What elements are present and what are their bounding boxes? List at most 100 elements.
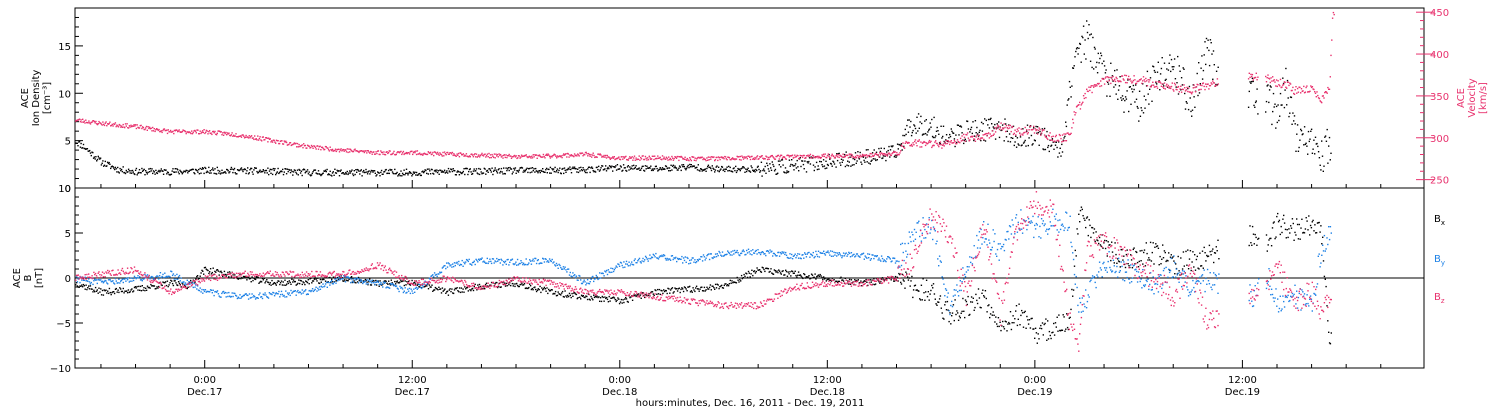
b-series-bx-point xyxy=(89,285,92,287)
velocity-series-point xyxy=(271,141,274,143)
b-series-bx-point xyxy=(875,278,878,280)
velocity-series-point xyxy=(82,118,84,120)
velocity-series-point xyxy=(819,156,821,159)
b-series-bx-point xyxy=(111,291,113,294)
density-series-point xyxy=(152,172,154,175)
velocity-series-point xyxy=(506,155,509,157)
density-series-point xyxy=(823,165,826,167)
density-series-point xyxy=(1033,139,1036,141)
velocity-series-point xyxy=(739,155,741,158)
b-series-bx-point xyxy=(554,293,556,295)
velocity-series-point xyxy=(320,149,322,151)
velocity-series-point xyxy=(907,141,910,144)
density-series-point xyxy=(261,170,263,173)
b-series-bx-point xyxy=(103,289,105,291)
b-series-bx-point xyxy=(802,277,804,280)
velocity-series-point xyxy=(482,155,485,157)
density-series-point xyxy=(571,167,573,170)
density-series-point xyxy=(635,165,637,167)
b-series-bx-point xyxy=(1080,206,1083,208)
density-series-point xyxy=(390,169,392,171)
b-series-by-point xyxy=(381,283,383,286)
b-series-by-point xyxy=(303,290,305,293)
density-series-point xyxy=(994,138,997,140)
velocity-series-point xyxy=(599,153,601,155)
density-series-point xyxy=(583,168,585,171)
velocity-series-point xyxy=(1163,82,1166,84)
b-series-by-point xyxy=(87,280,89,282)
b-series-bx-point xyxy=(570,296,572,299)
density-series-point xyxy=(1113,86,1115,88)
velocity-series-point xyxy=(1188,91,1191,93)
velocity-series-point xyxy=(959,141,961,144)
density-series-point xyxy=(289,169,291,171)
b-series-by-point xyxy=(159,272,162,274)
b-series-bx-point xyxy=(813,276,815,278)
b-series-bx-point xyxy=(617,297,619,299)
velocity-series-point xyxy=(1123,79,1125,81)
density-series-point xyxy=(471,173,473,175)
velocity-series-point xyxy=(815,156,818,158)
b-series-by-point xyxy=(164,276,167,278)
density-series-point xyxy=(162,173,165,175)
density-series-point xyxy=(756,166,759,168)
b-series-bx-point xyxy=(905,271,907,273)
density-series-point xyxy=(350,170,352,173)
b-series-bx-point xyxy=(1197,267,1199,269)
velocity-series-point xyxy=(118,123,120,126)
velocity-series-point xyxy=(804,157,806,159)
density-series-point xyxy=(382,173,384,175)
b-series-by-point xyxy=(261,297,264,300)
b-series-bx-point xyxy=(625,298,628,300)
velocity-series-point xyxy=(1208,85,1211,87)
velocity-series-point xyxy=(727,156,729,158)
b-series-by-point xyxy=(251,293,253,295)
density-series-point xyxy=(987,124,989,126)
density-series-point xyxy=(750,165,752,167)
b-series-bx-point xyxy=(343,279,346,281)
density-series-point xyxy=(549,166,552,169)
velocity-series-point xyxy=(1307,91,1310,93)
density-series-point xyxy=(619,168,621,170)
b-series-by-point xyxy=(293,290,296,292)
b-series-bx-point xyxy=(789,271,791,273)
density-series-point xyxy=(243,168,246,170)
velocity-series-point xyxy=(109,121,111,123)
density-series-point xyxy=(676,169,678,171)
b-series-bx-point xyxy=(1105,240,1108,242)
density-series-point xyxy=(876,159,878,161)
b-series-by-point xyxy=(118,278,120,280)
b-series-bx-point xyxy=(425,285,427,287)
density-series-point xyxy=(99,158,101,160)
density-series-point xyxy=(426,172,428,175)
b-series-bx-point xyxy=(565,295,567,297)
velocity-series-point xyxy=(857,156,860,159)
density-series-point xyxy=(574,168,576,170)
b-series-by-point xyxy=(291,292,293,294)
b-series-by-point xyxy=(278,290,280,293)
density-series-point xyxy=(808,157,811,159)
b-series-by-point xyxy=(177,276,180,278)
b-series-bx-point xyxy=(912,296,914,299)
density-series-point xyxy=(106,161,109,163)
velocity-series-point xyxy=(1286,87,1288,89)
b-series-by-point xyxy=(128,281,130,283)
b-series-bx-point xyxy=(365,279,367,282)
density-series-point xyxy=(675,167,678,169)
b-series-by-point xyxy=(249,297,252,299)
density-series-point xyxy=(641,165,643,168)
b-series-bx-point xyxy=(1061,329,1064,331)
velocity-series-point xyxy=(158,128,160,131)
b-series-bx-point xyxy=(1328,331,1330,333)
density-series-point xyxy=(401,172,404,175)
density-series-point xyxy=(563,172,565,175)
velocity-series-point xyxy=(1191,91,1194,93)
density-series-point xyxy=(1289,96,1292,98)
velocity-series-point xyxy=(981,137,984,139)
density-series-point xyxy=(740,168,742,170)
b-series-bx-point xyxy=(1255,236,1257,239)
velocity-series-point xyxy=(566,156,568,158)
b-series-bx-point xyxy=(669,289,672,291)
b-series-bx-point xyxy=(380,283,382,286)
velocity-series-point xyxy=(328,150,331,152)
